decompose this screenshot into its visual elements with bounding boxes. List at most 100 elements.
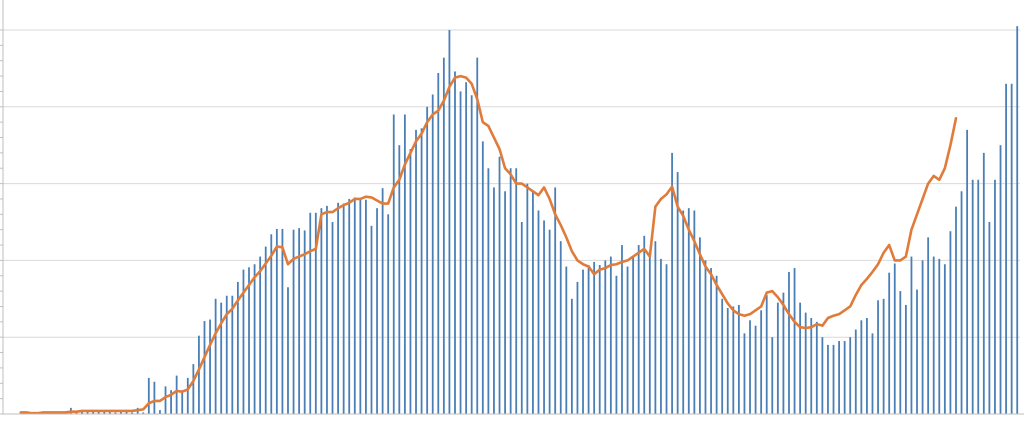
- bar: [916, 289, 918, 414]
- bar: [693, 210, 696, 414]
- bar: [565, 266, 568, 414]
- bar: [515, 168, 518, 414]
- bar: [481, 141, 484, 415]
- bar: [448, 30, 451, 414]
- bar: [409, 149, 412, 415]
- bar: [1010, 83, 1013, 414]
- bar: [459, 91, 462, 414]
- bar: [682, 210, 685, 414]
- bar: [604, 260, 607, 414]
- bar: [843, 341, 846, 414]
- bar: [710, 268, 712, 414]
- bar: [938, 258, 941, 414]
- bar: [877, 300, 879, 414]
- bar: [793, 268, 796, 414]
- bar: [147, 377, 150, 414]
- bar: [626, 266, 629, 414]
- bar: [236, 281, 239, 414]
- bar: [776, 302, 779, 414]
- bar: [203, 321, 206, 414]
- bar: [810, 318, 813, 414]
- bar: [743, 333, 746, 414]
- bar: [660, 258, 662, 414]
- bar: [910, 256, 913, 414]
- bar: [994, 179, 996, 414]
- bar: [392, 114, 395, 414]
- bar: [142, 412, 145, 414]
- bar: [214, 298, 217, 414]
- bar: [893, 263, 896, 414]
- bar: [771, 337, 774, 414]
- bar: [949, 231, 952, 414]
- bar: [815, 321, 818, 414]
- bar: [687, 208, 690, 414]
- moving-average-line: [19, 74, 958, 415]
- bar: [615, 275, 618, 414]
- bar: [476, 57, 479, 414]
- bar: [281, 228, 284, 414]
- bar: [754, 325, 757, 414]
- bar: [504, 191, 506, 414]
- bar: [198, 335, 200, 414]
- bar: [175, 375, 178, 414]
- bar: [181, 390, 184, 414]
- bar: [921, 260, 924, 414]
- bar: [220, 302, 223, 414]
- bar: [821, 337, 824, 414]
- bar: [437, 73, 440, 415]
- bar: [248, 267, 250, 414]
- bar: [415, 129, 417, 414]
- bar: [225, 295, 228, 414]
- bar: [192, 364, 195, 414]
- bar: [320, 208, 323, 414]
- bar: [982, 152, 985, 414]
- bar: [643, 235, 646, 414]
- bar-series: [19, 26, 1019, 415]
- bar: [999, 145, 1002, 414]
- bar: [699, 237, 701, 414]
- bar: [376, 208, 378, 414]
- bar: [804, 312, 807, 414]
- bar: [977, 179, 980, 414]
- bar: [342, 203, 345, 414]
- bar: [75, 412, 78, 414]
- bar: [509, 168, 512, 414]
- bar: [598, 265, 601, 414]
- bar: [253, 264, 256, 414]
- bar: [92, 411, 95, 414]
- bar: [186, 377, 189, 414]
- bar: [403, 114, 406, 414]
- bar: [899, 291, 902, 414]
- bar: [632, 256, 635, 414]
- bar: [871, 333, 874, 414]
- bar: [587, 265, 590, 414]
- bar: [159, 410, 161, 414]
- bar: [170, 390, 172, 414]
- bar: [131, 412, 134, 414]
- bar: [726, 308, 729, 414]
- bar: [548, 229, 551, 414]
- bar: [454, 71, 456, 415]
- bar: [882, 298, 885, 414]
- bar: [827, 344, 829, 414]
- bar: [331, 222, 334, 414]
- bar: [860, 320, 863, 414]
- bar: [298, 228, 301, 414]
- bar: [153, 381, 156, 414]
- bar: [749, 320, 751, 414]
- bar: [487, 168, 490, 414]
- bar: [381, 188, 384, 414]
- bar: [609, 256, 612, 414]
- bar: [788, 271, 790, 414]
- bar: [966, 129, 969, 414]
- bar: [270, 234, 273, 414]
- bar: [988, 222, 991, 414]
- bar: [654, 241, 657, 414]
- bar: [493, 187, 495, 414]
- bar: [114, 412, 117, 414]
- bar: [554, 187, 557, 414]
- bar: [854, 329, 857, 414]
- moving-average-series: [19, 74, 958, 415]
